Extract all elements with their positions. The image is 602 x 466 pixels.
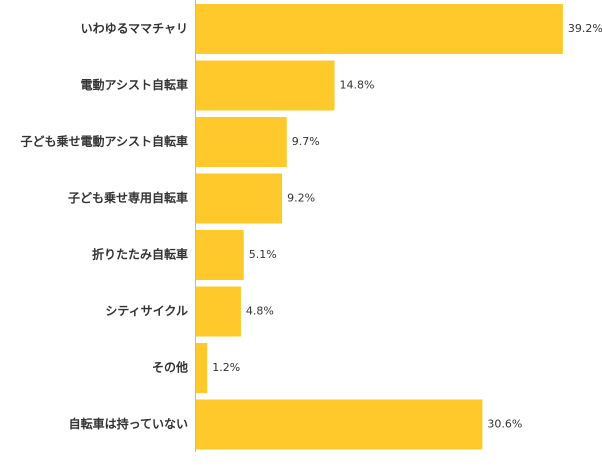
category-label: シティサイクル [105,304,188,318]
category-label: 電動アシスト自転車 [80,77,188,92]
bar [196,4,563,54]
category-label: その他 [152,360,188,375]
value-label: 9.7% [292,135,320,148]
bar [196,286,241,337]
bar [196,60,335,111]
category-label: 折りたたみ自転車 [92,247,188,262]
bar [196,117,287,167]
value-label: 39.2% [568,22,602,35]
value-label: 9.2% [287,192,315,205]
value-label: 5.1% [249,248,277,261]
value-label: 30.6% [487,418,522,431]
bar [196,230,244,280]
value-label: 1.2% [212,361,240,374]
value-label: 4.8% [246,305,274,318]
value-label: 14.8% [340,79,375,92]
category-label: 自転車は持っていない [69,416,188,431]
category-label: いわゆるママチャリ [81,22,188,36]
bar [196,399,483,450]
bar [196,173,283,224]
bar [196,343,208,393]
category-label: 子ども乗せ専用自転車 [68,190,188,205]
category-label: 子ども乗せ電動アシスト自転車 [20,134,188,149]
